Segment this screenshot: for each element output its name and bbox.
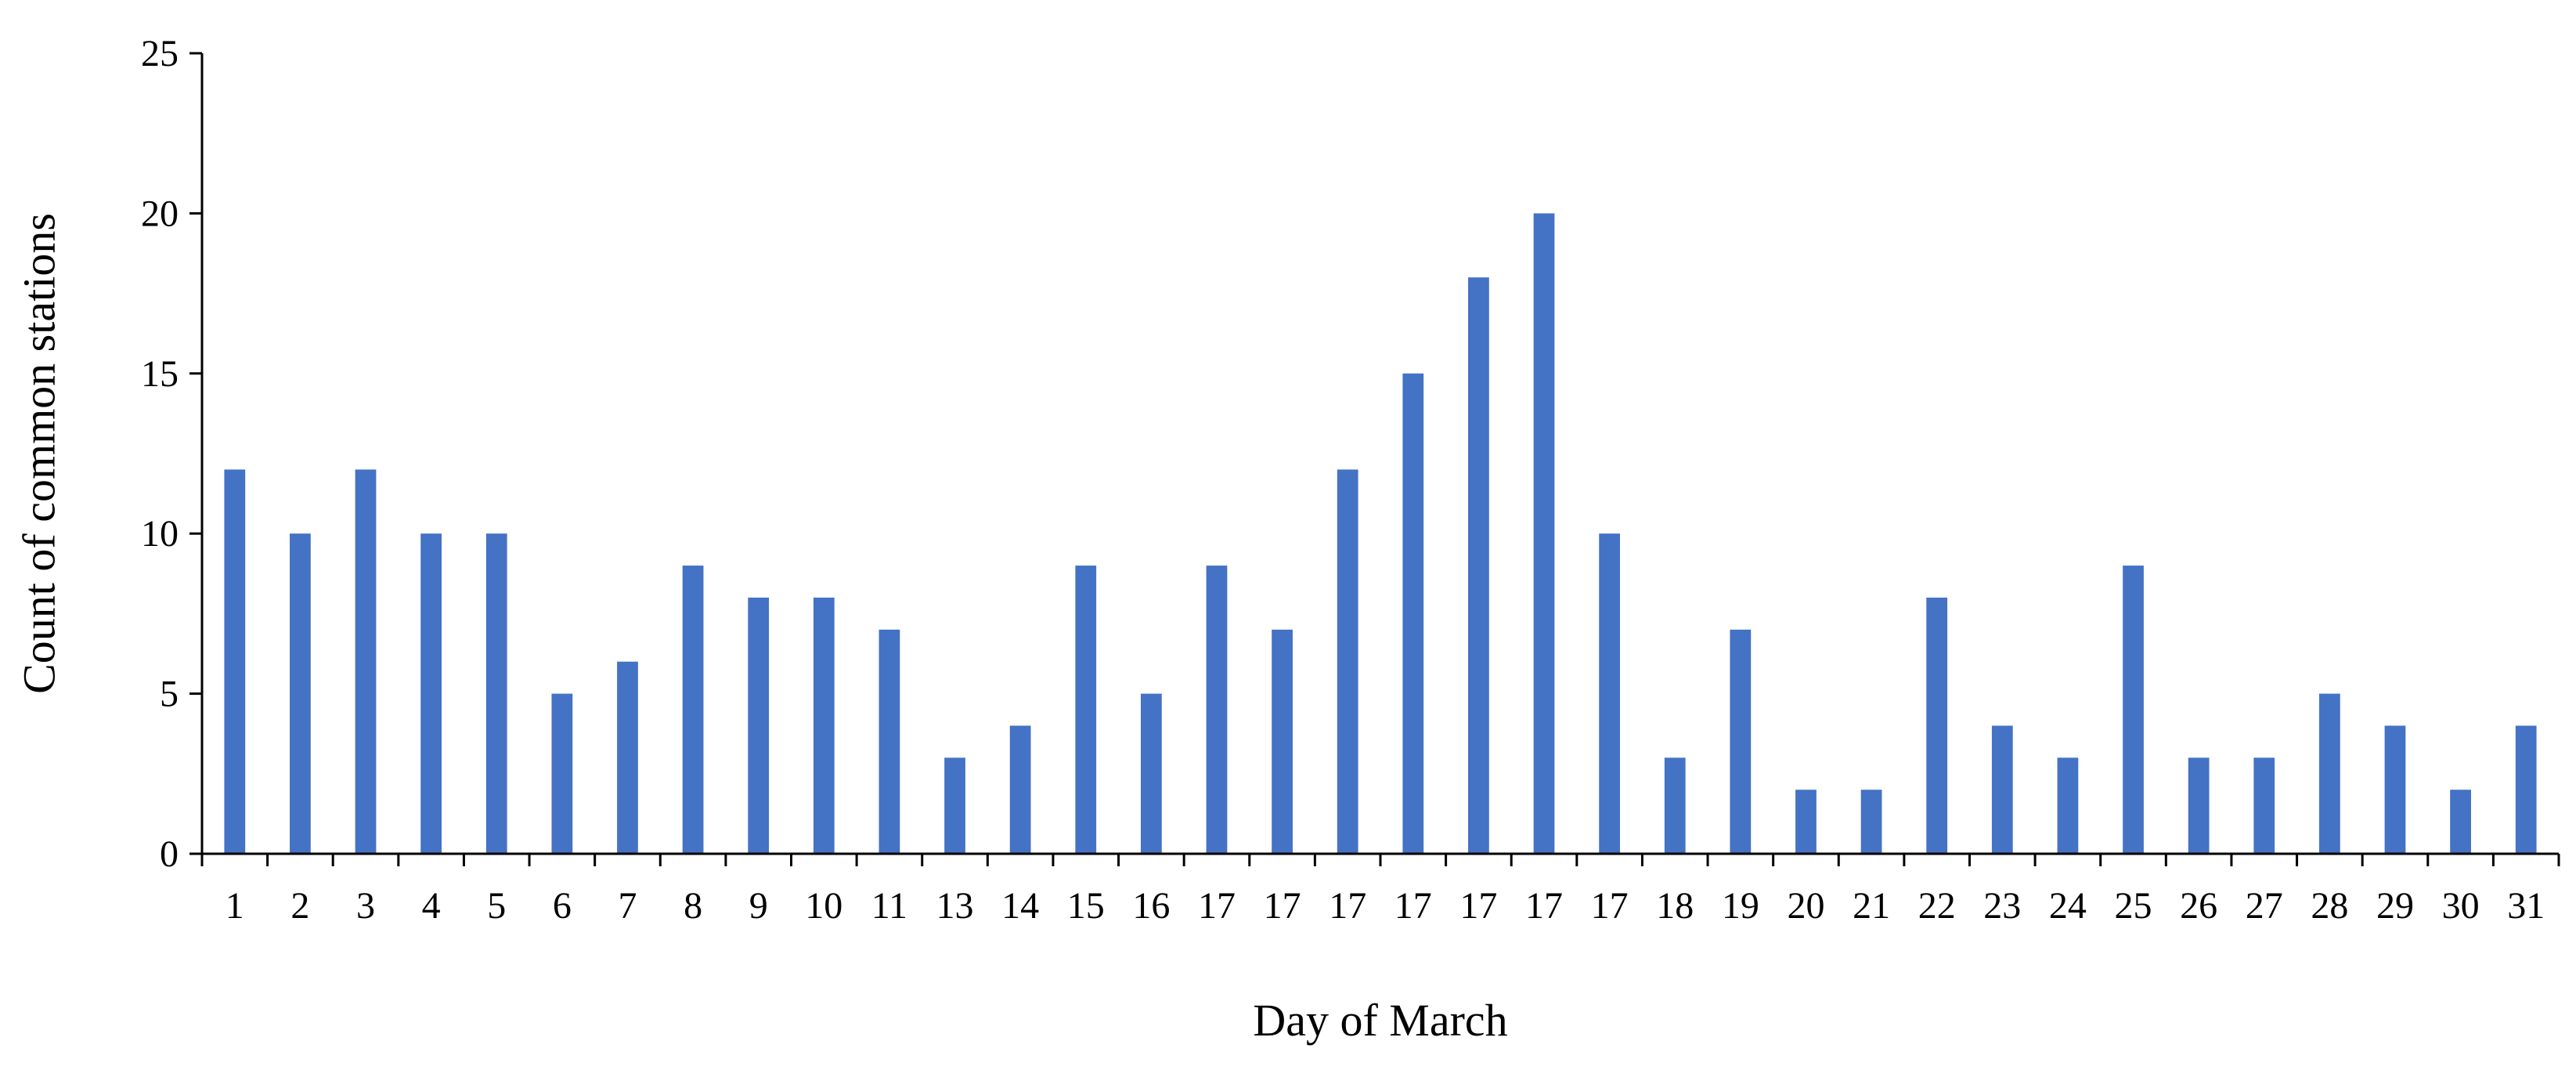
x-tick-label: 8 — [684, 885, 702, 927]
y-tick-label: 0 — [160, 833, 179, 875]
bar — [2057, 757, 2079, 854]
bar — [290, 533, 311, 854]
bar — [1206, 566, 1228, 854]
bar — [617, 661, 638, 854]
bar — [1468, 277, 1489, 854]
bar — [879, 629, 900, 854]
y-tick-label: 20 — [141, 193, 179, 234]
x-tick-label: 4 — [422, 885, 441, 927]
x-tick-label: 3 — [356, 885, 375, 927]
x-tick-label: 25 — [2115, 885, 2152, 927]
y-tick-label: 15 — [141, 353, 179, 395]
y-tick-label: 5 — [160, 674, 179, 715]
bar — [1730, 629, 1752, 854]
bar — [2318, 693, 2340, 854]
bar — [2123, 566, 2144, 854]
x-tick-label: 11 — [871, 885, 907, 927]
x-tick-label: 24 — [2049, 885, 2087, 927]
x-tick-label: 16 — [1132, 885, 1170, 927]
bar — [813, 597, 835, 854]
bar — [1599, 533, 1621, 854]
bar — [1664, 757, 1686, 854]
y-axis-title: Count of common stations — [13, 213, 64, 694]
bar — [1991, 725, 2013, 854]
x-tick-label: 29 — [2376, 885, 2414, 927]
bars-group — [224, 213, 2537, 854]
bar — [748, 597, 770, 854]
x-tick-label: 1 — [225, 885, 244, 927]
x-tick-label: 10 — [805, 885, 842, 927]
x-tick-label: 20 — [1787, 885, 1824, 927]
x-tick-label: 14 — [1001, 885, 1039, 927]
x-tick-label: 31 — [2507, 885, 2545, 927]
x-tick-label: 17 — [1394, 885, 1432, 927]
x-axis-title: Day of March — [1253, 995, 1507, 1046]
y-axis: 0 5 10 15 20 25 — [141, 33, 204, 875]
bar — [420, 533, 442, 854]
x-tick-label: 17 — [1264, 885, 1301, 927]
bar — [2188, 757, 2210, 854]
x-tick-label: 18 — [1656, 885, 1694, 927]
x-tick-label: 27 — [2246, 885, 2283, 927]
x-tick-label: 19 — [1722, 885, 1759, 927]
bar — [682, 566, 704, 854]
x-tick-label: 13 — [936, 885, 974, 927]
x-tick-label: 17 — [1591, 885, 1629, 927]
x-tick-label: 7 — [618, 885, 637, 927]
bar — [1272, 629, 1293, 854]
bar — [551, 693, 573, 854]
x-tick-label: 28 — [2311, 885, 2348, 927]
y-tick-label: 25 — [141, 33, 179, 74]
x-tick-label: 30 — [2442, 885, 2480, 927]
bar — [1009, 725, 1031, 854]
x-tick-label: 6 — [553, 885, 572, 927]
x-tick-label: 17 — [1459, 885, 1497, 927]
x-tick-label: 22 — [1918, 885, 1956, 927]
x-tick-label: 2 — [290, 885, 309, 927]
bar — [1075, 566, 1097, 854]
x-tick-label: 26 — [2180, 885, 2217, 927]
bar — [2515, 725, 2537, 854]
x-tick-label: 17 — [1198, 885, 1236, 927]
bar — [1860, 790, 1882, 854]
x-tick-label: 21 — [1853, 885, 1890, 927]
bar — [1795, 790, 1817, 854]
y-tick-label: 10 — [141, 513, 179, 555]
x-tick-label: 15 — [1067, 885, 1105, 927]
x-tick-label: 17 — [1525, 885, 1563, 927]
x-tick-label: 23 — [1983, 885, 2021, 927]
bar — [2450, 790, 2471, 854]
bar — [2384, 725, 2406, 854]
bar — [1140, 693, 1162, 854]
x-tick-label: 17 — [1329, 885, 1366, 927]
x-tick-label: 5 — [487, 885, 506, 927]
bar — [485, 533, 507, 854]
bar — [2253, 757, 2275, 854]
bar — [944, 757, 965, 854]
x-tick-label: 9 — [749, 885, 768, 927]
bar — [1402, 373, 1424, 854]
bar — [355, 469, 377, 854]
bar — [1337, 469, 1358, 854]
bar — [224, 469, 246, 854]
bar — [1533, 213, 1555, 854]
x-axis: 1 2 3 4 5 6 7 8 9 10 11 13 14 15 16 17 17 17 17 17 17 17 18 19 2… — [200, 852, 2560, 927]
bar — [1926, 597, 1948, 854]
